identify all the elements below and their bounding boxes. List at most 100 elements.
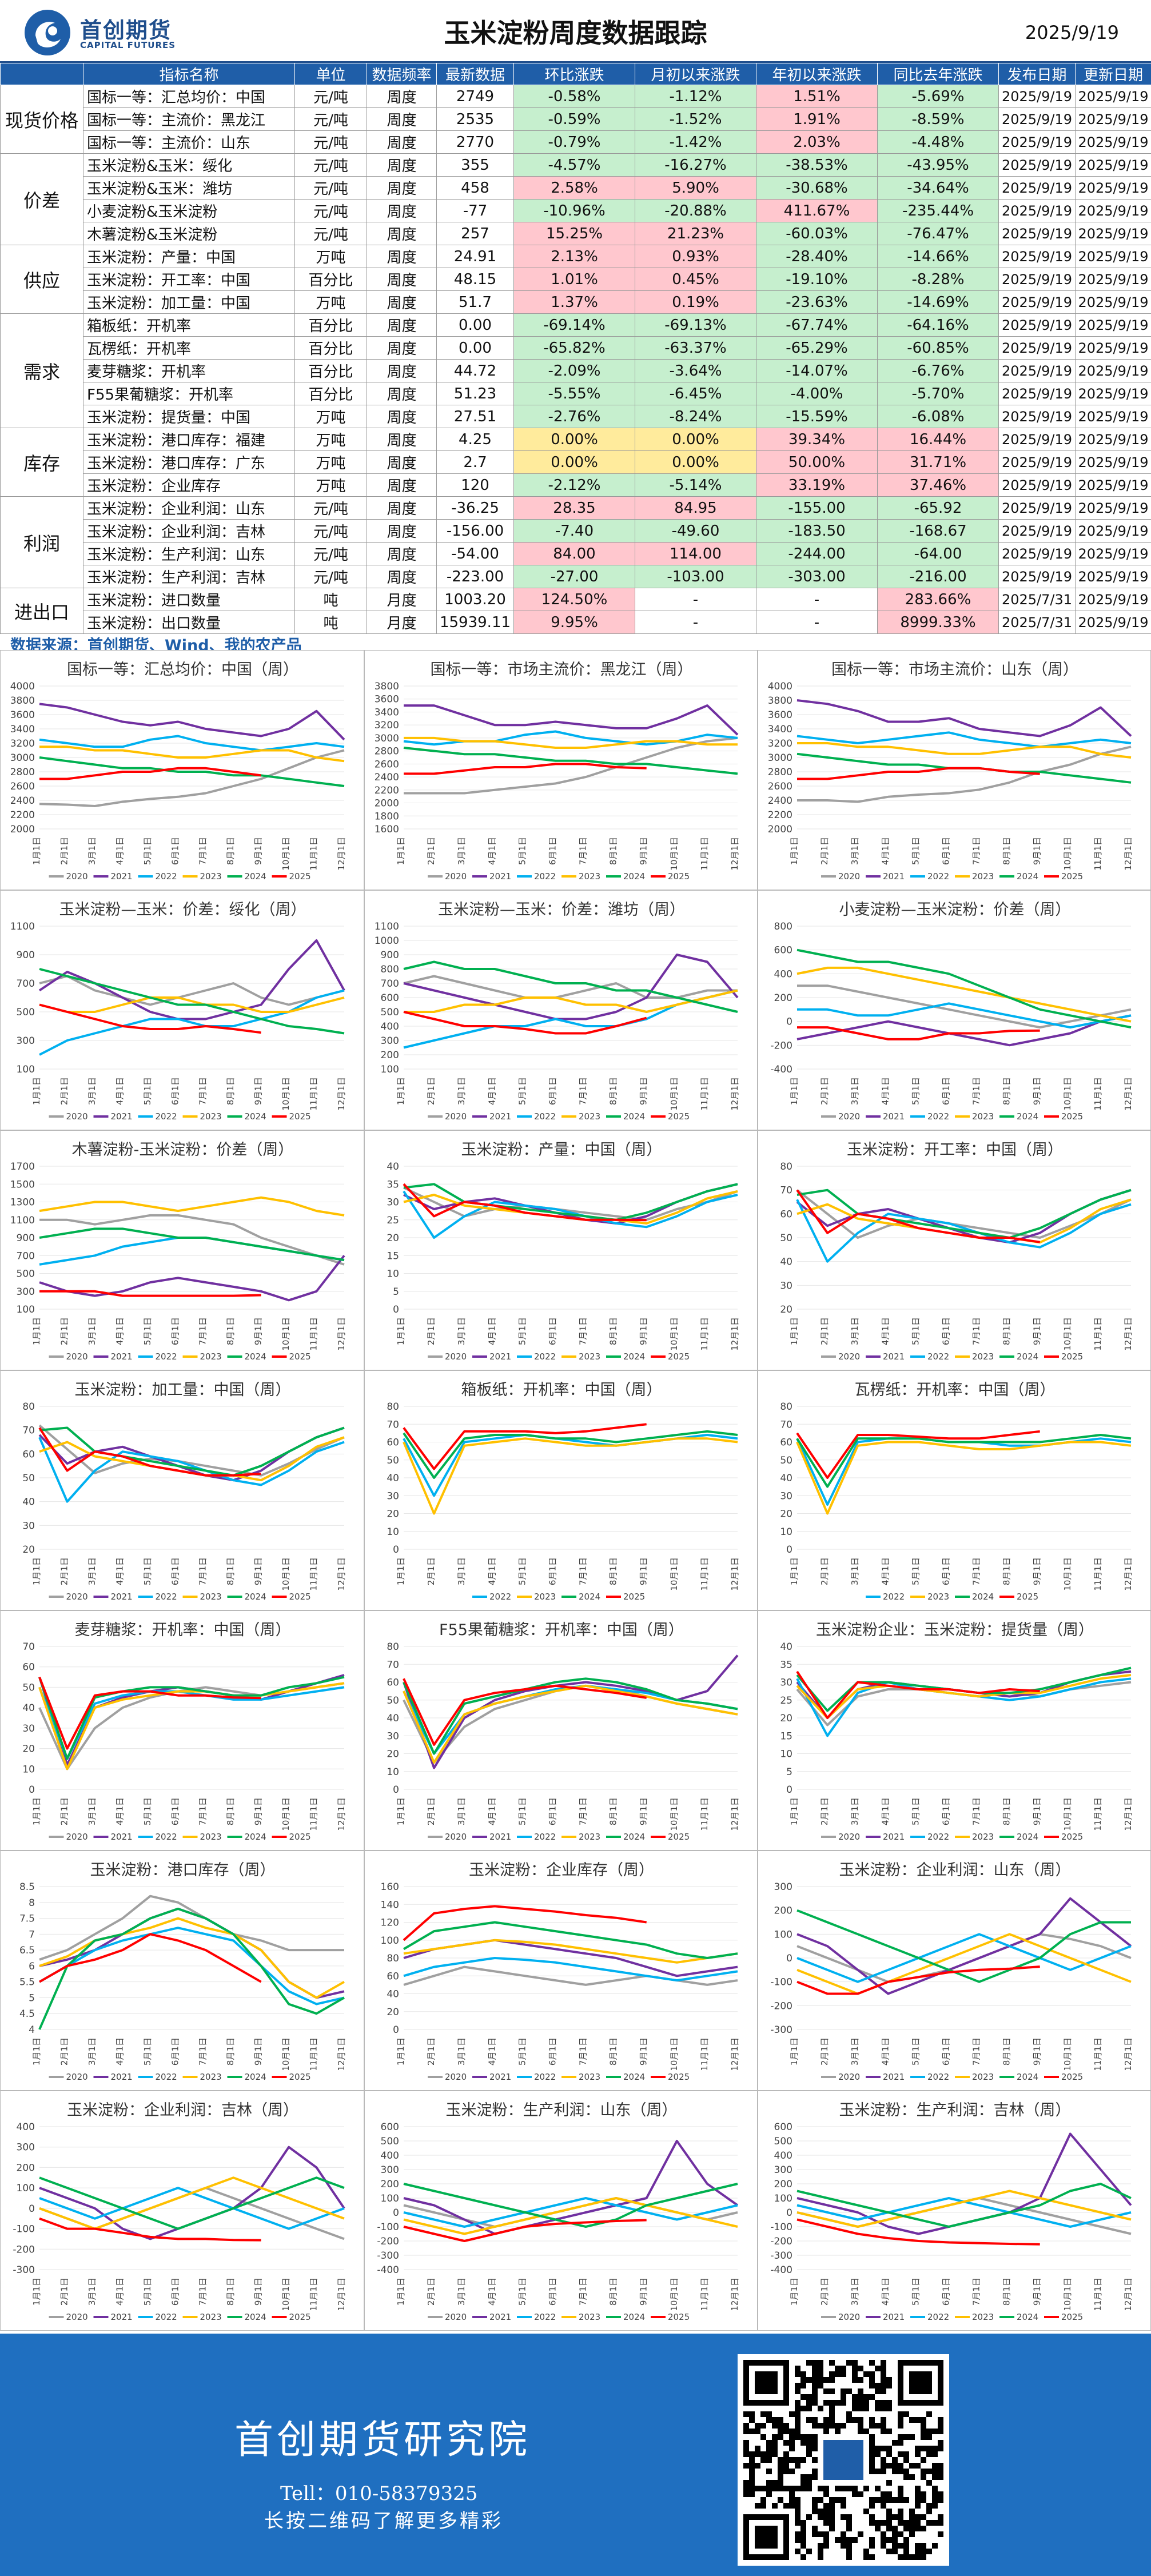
x-tick-label: 2月1日	[59, 1317, 69, 1345]
table-cell: 元/吨	[294, 542, 367, 565]
y-tick-label: 2600	[768, 781, 792, 792]
y-tick-label: 20	[22, 1544, 35, 1556]
series-line-2023	[404, 736, 738, 749]
series-line-2020	[797, 984, 1132, 1029]
table-cell: 百分比	[294, 268, 367, 291]
x-tick-label: 5月1日	[910, 1077, 921, 1105]
table-cell: -67.74%	[756, 313, 878, 337]
x-tick-label: 4月1日	[487, 2037, 497, 2065]
y-tick-label: -200	[770, 2000, 792, 2012]
series-line-2025	[796, 1965, 1040, 1995]
table-cell: 周度	[367, 496, 437, 520]
x-tick-label: 8月1日	[1002, 1797, 1012, 1825]
table-cell: 周度	[367, 199, 437, 222]
series-line-2025	[797, 1026, 1040, 1040]
series-line-2025	[796, 1670, 1040, 1719]
series-line-2020	[39, 1895, 344, 1961]
series-line-2024	[403, 747, 738, 775]
series-line-2025	[796, 1189, 1040, 1243]
y-tick-label: 30	[780, 1280, 792, 1291]
table-cell: 周度	[367, 428, 437, 451]
x-tick-label: 7月1日	[971, 1077, 982, 1105]
table-row: F55果葡糖浆：开机率 百分比 周度 51.23 -5.55% -6.45% -4.00% -…	[1, 382, 1151, 405]
legend-label: 2022	[156, 1832, 177, 1842]
chart-title: 玉米淀粉企业：玉米淀粉：提货量（周）	[816, 1621, 1094, 1639]
y-tick-label: 300	[17, 1286, 35, 1298]
series-line-2024	[796, 1666, 1132, 1712]
series-line-2022	[796, 731, 1132, 748]
table-cell: 月度	[367, 611, 437, 634]
x-tick-label: 7月1日	[578, 1797, 588, 1825]
x-tick-label: 11月1日	[699, 2037, 710, 2071]
y-tick-label: 0	[786, 1953, 792, 1964]
y-tick-label: 80	[780, 1401, 792, 1413]
x-tick-label: 2月1日	[819, 837, 830, 865]
table-cell: 万吨	[294, 405, 367, 428]
y-tick-label: 1100	[10, 921, 35, 932]
y-tick-label: -300	[377, 2250, 399, 2262]
y-tick-label: 2200	[10, 810, 35, 821]
legend-label: 2021	[489, 1832, 511, 1842]
x-tick-label: 11月1日	[309, 1077, 319, 1111]
x-tick-label: 11月1日	[309, 1557, 319, 1591]
line-chart: 国标一等：汇总均价：中国（周） 2000 2200 2400 2600 2800 3000 3…	[10, 661, 347, 882]
table-cell: -0.58%	[513, 85, 635, 108]
y-tick-label: 70	[780, 1185, 792, 1197]
y-tick-label: 400	[381, 1021, 399, 1032]
x-tick-label: 6月1日	[941, 837, 951, 865]
series-line-2022	[796, 1677, 1132, 1737]
x-tick-label: 7月1日	[578, 1077, 588, 1105]
x-tick-label: 12月1日	[730, 1797, 740, 1831]
table-cell: -103.00	[635, 565, 756, 588]
legend-label: 2023	[200, 871, 222, 882]
table-cell: 木薯淀粉&玉米淀粉	[83, 222, 295, 245]
table-cell: 元/吨	[294, 107, 367, 131]
x-tick-label: 6月1日	[170, 2278, 180, 2306]
table-cell: -69.14%	[513, 313, 635, 337]
x-tick-label: 10月1日	[281, 2278, 291, 2311]
chart-title: 玉米淀粉：企业库存（周）	[469, 1861, 654, 1879]
x-tick-label: 5月1日	[517, 1317, 527, 1345]
table-row: 瓦楞纸：开机率 百分比 周度 0.00 -65.82% -63.37% -65.29% -60…	[1, 336, 1151, 360]
table-cell: 2025/9/19	[1075, 405, 1151, 428]
y-tick-label: 400	[17, 2122, 35, 2133]
series-line-2021	[403, 1654, 739, 1769]
y-tick-label: 500	[381, 1007, 399, 1018]
footer-institute-name: 首创期货研究院	[234, 2418, 531, 2463]
x-tick-label: 9月1日	[639, 1557, 649, 1585]
table-cell: -15.59%	[756, 405, 878, 428]
legend-label: 2022	[883, 1592, 905, 1602]
y-tick-label: 8.5	[19, 1881, 35, 1893]
table-cell: 2535	[436, 107, 514, 131]
table-cell: 玉米淀粉：产量：中国	[83, 245, 295, 268]
legend-label: 2023	[972, 1111, 994, 1122]
legend-label: 2023	[200, 2312, 222, 2322]
x-tick-label: 1月1日	[396, 1077, 406, 1105]
table-cell: 麦芽糖浆：开机率	[83, 359, 295, 382]
y-tick-label: 2600	[10, 781, 35, 792]
x-tick-label: 1月1日	[396, 1317, 406, 1345]
legend-label: 2025	[289, 1592, 311, 1602]
table-cell: -235.44%	[877, 199, 999, 222]
legend-label: 2023	[927, 1592, 949, 1602]
line-chart: 木薯淀粉-玉米淀粉：价差（周） 100 300 500 700 900 1100 1300 15…	[10, 1141, 347, 1362]
y-tick-label: 10	[780, 1526, 792, 1538]
x-tick-label: 9月1日	[1032, 837, 1042, 865]
y-tick-label: 80	[22, 1401, 35, 1413]
x-tick-label: 4月1日	[114, 1077, 125, 1105]
y-tick-label: 6.5	[19, 1945, 35, 1956]
y-tick-label: 60	[780, 1437, 792, 1449]
legend-label: 2023	[200, 1351, 222, 1362]
x-tick-label: 12月1日	[1123, 2278, 1133, 2311]
chart-title: 木薯淀粉-玉米淀粉：价差（周）	[72, 1141, 294, 1159]
table-cell: 国标一等：汇总均价：中国	[83, 85, 295, 108]
series-line-2022	[796, 1933, 1132, 1983]
qr-code-icon[interactable]	[738, 2354, 949, 2566]
x-tick-label: 9月1日	[639, 837, 649, 865]
x-tick-label: 7月1日	[578, 837, 588, 865]
table-cell: 2025/9/19	[1075, 222, 1151, 245]
x-tick-label: 12月1日	[336, 2278, 347, 2311]
y-tick-label: 70	[22, 1641, 35, 1653]
x-tick-label: 7月1日	[578, 2278, 588, 2306]
